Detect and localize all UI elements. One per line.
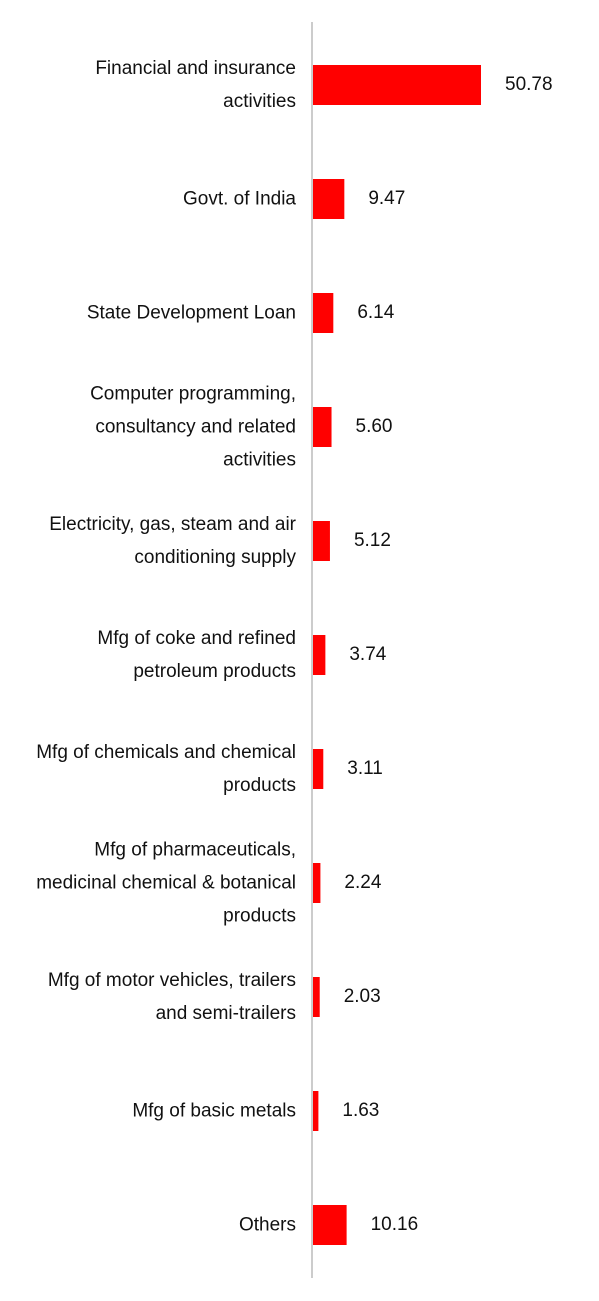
value-label: 5.60 (356, 416, 393, 437)
bar (313, 179, 345, 219)
bar (313, 863, 321, 903)
value-label: 6.14 (357, 302, 394, 323)
bar (313, 65, 481, 105)
category-label: State Development Loan (86, 302, 296, 324)
value-label: 2.24 (344, 872, 381, 893)
value-label: 2.03 (344, 986, 381, 1007)
value-label: 3.11 (347, 758, 383, 779)
value-label: 3.74 (349, 644, 386, 665)
category-label: Computer programming, consultancy and re… (90, 383, 296, 471)
bar (313, 749, 324, 789)
bar (313, 293, 334, 333)
category-label: Mfg of chemicals and chemical products (36, 742, 296, 796)
bar (313, 407, 332, 447)
value-label: 1.63 (342, 1100, 379, 1121)
bar (313, 635, 326, 675)
category-label: Mfg of motor vehicles, trailers and semi… (47, 970, 296, 1024)
category-label: Mfg of coke and refined petroleum produc… (97, 628, 296, 682)
bar (313, 521, 330, 561)
bar (313, 1205, 347, 1245)
value-label: 5.12 (354, 530, 391, 551)
bar (313, 977, 320, 1017)
category-label: Electricity, gas, steam and air conditio… (49, 514, 296, 568)
category-label: Others (238, 1214, 296, 1236)
bar (313, 1091, 319, 1131)
value-label: 9.47 (368, 188, 405, 209)
category-label: Financial and insurance activities (95, 58, 296, 112)
category-label: Mfg of basic metals (132, 1100, 296, 1122)
value-label: 50.78 (505, 74, 553, 95)
category-label: Govt. of India (182, 188, 296, 210)
value-label: 10.16 (371, 1214, 419, 1235)
category-label: Mfg of pharmaceuticals, medicinal chemic… (36, 839, 296, 927)
